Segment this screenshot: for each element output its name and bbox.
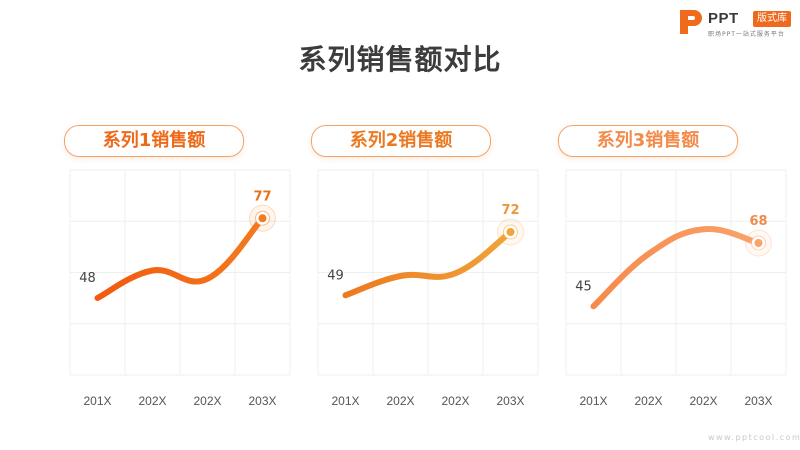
chart-2-title-text: 系列2销售额	[349, 130, 453, 151]
end-point	[258, 214, 267, 223]
logo-badge: 版式库	[753, 11, 791, 27]
logo-tagline: 职场PPT一站式服务平台	[708, 31, 785, 38]
series-line	[342, 229, 514, 299]
data-label: 45	[575, 279, 592, 294]
x-tick-label: 201X	[331, 394, 359, 408]
watermark: www.pptcool.com	[708, 433, 800, 442]
x-tick-label: 202X	[386, 394, 414, 408]
x-tick-label: 203X	[248, 394, 276, 408]
x-tick-label: 201X	[83, 394, 111, 408]
end-point	[754, 239, 763, 247]
chart-1-title-text: 系列1销售额	[102, 130, 206, 151]
logo-mark-icon	[680, 10, 702, 34]
x-tick-label: 202X	[634, 394, 662, 408]
chart-3: 45 68 201X 202X 202X 203X	[565, 169, 787, 408]
data-label: 49	[327, 268, 344, 283]
x-tick-label: 202X	[441, 394, 469, 408]
end-point	[506, 228, 515, 236]
x-tick-label: 201X	[579, 394, 607, 408]
data-label: 72	[501, 203, 519, 218]
series-line	[94, 215, 266, 301]
data-label: 77	[253, 189, 271, 204]
series-line	[590, 226, 762, 310]
logo-brand: PPT	[708, 10, 739, 27]
chart-1-title: 系列1销售额	[64, 125, 244, 157]
chart-2-title: 系列2销售额	[311, 125, 491, 157]
chart-3-title-text: 系列3销售额	[596, 130, 700, 151]
x-tick-label: 202X	[689, 394, 717, 408]
page-title: 系列销售额对比	[298, 43, 502, 76]
data-label: 68	[749, 214, 767, 229]
chart-2: 49 72 201X 202X 202X 203X	[317, 169, 539, 408]
data-label: 48	[79, 271, 96, 286]
chart-3-title: 系列3销售额	[558, 125, 738, 157]
chart-1: 48 77 201X 202X 202X 203X	[69, 169, 291, 408]
x-tick-label: 202X	[138, 394, 166, 408]
x-tick-label: 203X	[744, 394, 772, 408]
logo: PPT 版式库 职场PPT一站式服务平台	[678, 6, 796, 38]
x-tick-label: 202X	[193, 394, 221, 408]
x-tick-label: 203X	[496, 394, 524, 408]
